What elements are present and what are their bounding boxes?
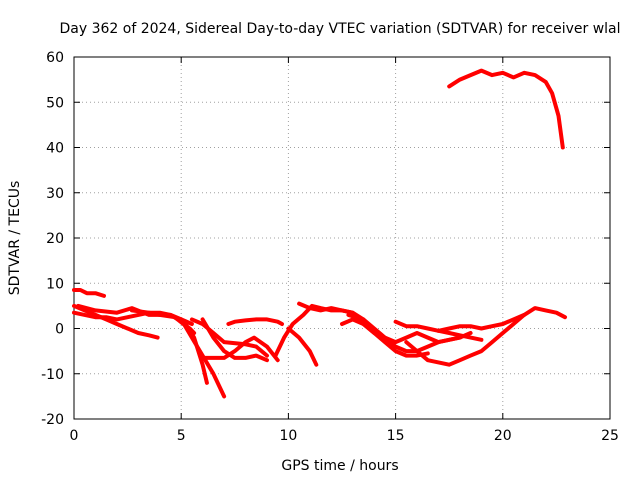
y-tick-label: 20 bbox=[46, 231, 64, 247]
plot-frame bbox=[73, 56, 611, 420]
x-tick-label: 0 bbox=[70, 428, 79, 444]
series-line-trace-q bbox=[404, 306, 567, 367]
y-tick-label: 40 bbox=[46, 141, 64, 157]
series-line-trace-i bbox=[200, 335, 280, 363]
x-tick-label: 15 bbox=[387, 428, 405, 444]
series-line-trace-l bbox=[286, 326, 319, 367]
series-line-trace-s bbox=[447, 68, 565, 150]
series-line-trace-o bbox=[346, 312, 473, 345]
y-tick-label: 10 bbox=[46, 276, 64, 292]
y-tick-label: 60 bbox=[46, 50, 64, 66]
y-tick-label: -10 bbox=[41, 367, 64, 383]
y-tick-label: -20 bbox=[41, 412, 64, 428]
x-tick-label: 10 bbox=[279, 428, 297, 444]
x-tick-label: 25 bbox=[601, 428, 619, 444]
y-tick-label: 50 bbox=[46, 95, 64, 111]
series-line-trace-h bbox=[200, 317, 269, 363]
y-tick-label: 0 bbox=[55, 322, 64, 338]
grid-lines bbox=[74, 57, 610, 419]
y-tick-label: 30 bbox=[46, 186, 64, 202]
series-line-trace-r bbox=[436, 312, 527, 333]
series-lines bbox=[72, 68, 567, 399]
series-line-trace-m bbox=[297, 301, 430, 358]
series-line-trace-g bbox=[189, 317, 269, 358]
y-tick-labels: -20 -10 0 10 20 30 40 50 60 bbox=[41, 50, 64, 428]
series-line-trace-j bbox=[226, 317, 284, 326]
x-axis-title: GPS time / hours bbox=[281, 458, 398, 474]
series-line-trace-f bbox=[179, 317, 227, 399]
series-line-trace-e bbox=[129, 308, 197, 335]
series-line-trace-c bbox=[72, 288, 106, 298]
x-tick-labels: 0 5 10 15 20 25 bbox=[70, 428, 619, 444]
x-tick-label: 5 bbox=[177, 428, 186, 444]
x-tick-label: 20 bbox=[494, 428, 512, 444]
chart-title: Day 362 of 2024, Sidereal Day-to-day VTE… bbox=[59, 21, 620, 37]
y-axis-title: SDTVAR / TECUs bbox=[7, 181, 23, 296]
series-line-trace-a bbox=[72, 303, 160, 340]
